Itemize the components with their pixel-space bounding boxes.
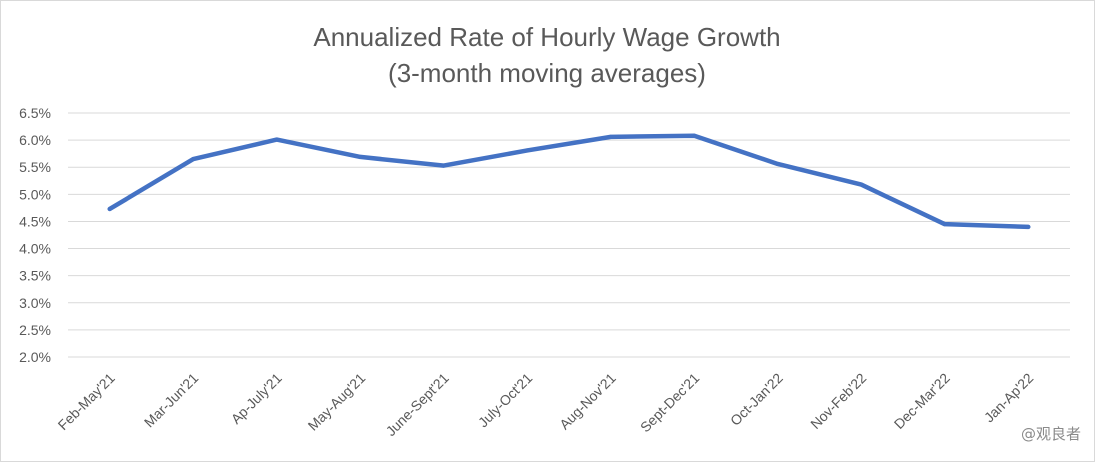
- data-point: [942, 222, 947, 227]
- y-tick-label: 6.0%: [19, 132, 51, 148]
- y-tick-label: 6.5%: [19, 105, 51, 121]
- y-tick-label: 2.5%: [19, 322, 51, 338]
- x-tick-label: July-Oct'21: [475, 370, 536, 431]
- x-tick-label: Ap-July'21: [228, 370, 285, 427]
- x-tick-label: Aug-Nov'21: [556, 370, 619, 433]
- data-point: [107, 206, 112, 211]
- x-tick-label: Mar-Jun'21: [141, 370, 202, 431]
- y-tick-label: 4.0%: [19, 241, 51, 257]
- x-tick-label: Nov-Feb'22: [807, 370, 869, 432]
- data-point: [525, 148, 530, 153]
- data-point: [191, 157, 196, 162]
- data-point: [274, 137, 279, 142]
- x-tick-label: Feb-May'21: [55, 370, 118, 433]
- data-point: [859, 182, 864, 187]
- y-tick-label: 5.5%: [19, 159, 51, 175]
- y-tick-label: 2.0%: [19, 349, 51, 365]
- data-point: [358, 154, 363, 159]
- y-tick-label: 4.5%: [19, 213, 51, 229]
- data-point: [1026, 224, 1031, 229]
- y-axis-ticks: 2.0% 2.5% 3.0% 3.5% 4.0% 4.5% 5.0% 5.5% 6.0% 6.5%: [19, 105, 51, 365]
- x-tick-label: Jan-Ap'22: [981, 370, 1037, 426]
- data-point: [692, 133, 697, 138]
- y-tick-label: 3.0%: [19, 295, 51, 311]
- chart-title: Annualized Rate of Hourly Wage Growth (3…: [313, 22, 780, 88]
- watermark-text: @观良者: [1020, 425, 1081, 443]
- gridlines: [68, 112, 1070, 358]
- x-tick-label: Sept-Dec'21: [637, 370, 703, 436]
- series-line: [107, 133, 1031, 230]
- y-tick-label: 5.0%: [19, 186, 51, 202]
- data-point: [608, 134, 613, 139]
- x-axis-ticks: Feb-May'21 Mar-Jun'21 Ap-July'21 May-Aug'21…: [55, 370, 1037, 440]
- y-tick-label: 3.5%: [19, 268, 51, 284]
- x-tick-label: Dec-Mar'22: [891, 370, 953, 432]
- x-tick-label: May-Aug'21: [305, 370, 369, 434]
- x-tick-label: Oct-Jan'22: [727, 370, 786, 429]
- data-point: [441, 163, 446, 168]
- data-point: [775, 161, 780, 166]
- series-layer: [107, 133, 1031, 230]
- x-tick-label: June-Sept'21: [383, 370, 452, 439]
- chart-title-line-2: (3-month moving averages): [388, 58, 706, 88]
- chart-title-line-1: Annualized Rate of Hourly Wage Growth: [313, 22, 780, 52]
